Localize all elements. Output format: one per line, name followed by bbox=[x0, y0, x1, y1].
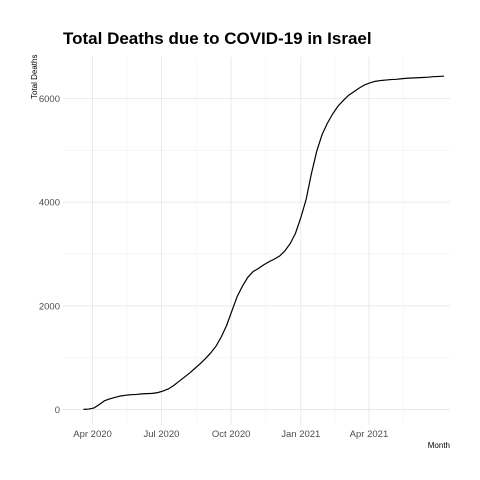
y-tick-label: 2000 bbox=[39, 301, 60, 312]
y-tick-label: 4000 bbox=[39, 198, 60, 209]
x-tick-label: Jul 2020 bbox=[143, 429, 179, 440]
grid bbox=[63, 57, 450, 425]
y-tick-labels: 0 2000 4000 6000 bbox=[39, 94, 60, 416]
y-axis-label: Total Deaths bbox=[30, 55, 39, 99]
x-axis-label: Month bbox=[428, 441, 450, 450]
x-tick-label: Oct 2020 bbox=[212, 429, 251, 440]
y-tick-label: 0 bbox=[55, 405, 60, 416]
x-tick-label: Jan 2021 bbox=[281, 429, 320, 440]
y-tick-label: 6000 bbox=[39, 94, 60, 105]
x-tick-labels: Apr 2020 Jul 2020 Oct 2020 Jan 2021 Apr 2021 bbox=[73, 429, 388, 440]
chart-title: Total Deaths due to COVID-19 in Israel bbox=[63, 29, 372, 48]
series-line-total-deaths bbox=[83, 75, 444, 410]
x-tick-label: Apr 2021 bbox=[350, 429, 389, 440]
x-tick-label: Apr 2020 bbox=[73, 429, 112, 440]
